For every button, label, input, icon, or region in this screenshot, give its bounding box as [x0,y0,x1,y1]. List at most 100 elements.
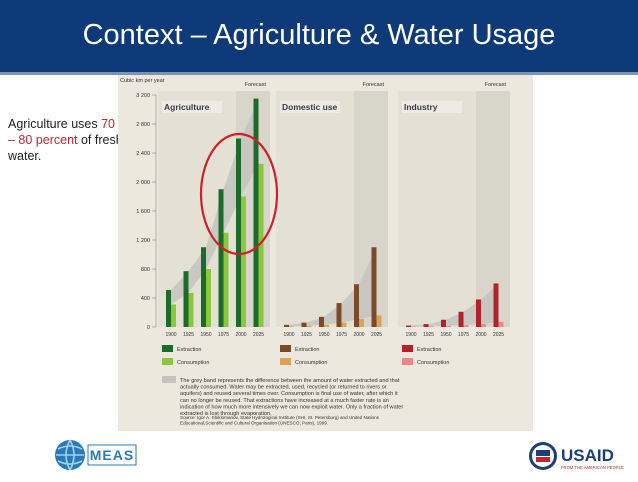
bar-consumption [481,324,486,327]
x-tick-label: 2000 [235,332,246,338]
water-usage-chart: Cubic km per year 0 400 800 1 200 1 600 2 000 2… [118,75,533,431]
bar-extraction [406,326,411,327]
bar-extraction [284,325,289,327]
x-tick-label: 1950 [440,332,451,338]
x-tick-label: 1975 [458,332,469,338]
bar-consumption [324,325,329,327]
legend-swatch-consumption [402,358,413,365]
x-tick-label: 2000 [475,332,486,338]
legend-swatch-extraction [280,345,291,352]
bar-extraction [441,320,446,327]
y-tick-label: 3 200 [136,93,150,99]
legend-label-extraction: Extraction [417,347,441,353]
bar-extraction [476,299,481,327]
bar-extraction [254,99,259,327]
y-unit-label: Cubic km per year [120,78,165,84]
y-tick-label: 2 000 [136,180,150,186]
side-text-before: Agriculture uses [8,117,101,131]
bar-consumption [499,322,504,327]
title-bar: Context – Agriculture & Water Usage [0,0,638,75]
bar-consumption [446,326,451,327]
bar-consumption [224,233,229,327]
chart-legend: Extraction Consumption Extraction Consumpti… [162,345,449,366]
usaid-logo: USAID FROM THE AMERICAN PEOPLE [528,437,632,475]
bar-consumption [289,326,294,327]
bar-extraction [372,247,377,327]
x-tick-label: 1925 [423,332,434,338]
bar-consumption [206,269,211,327]
legend-label-extraction: Extraction [177,347,201,353]
y-tick-label: 0 [147,325,150,331]
x-tick-label: 1950 [200,332,211,338]
x-tick-label: 2025 [253,332,264,338]
chart-note-text: The grey band represents the difference … [180,378,403,417]
chart-panels: Forecast Agriculture 1900 1925 1950 1975 2000 2… [158,82,510,338]
bar-consumption [307,326,312,327]
bar-extraction [201,247,206,327]
bar-extraction [319,317,324,327]
y-tick-label: 800 [141,267,150,273]
forecast-label: Forecast [245,82,267,88]
bar-extraction [494,284,499,328]
y-tick-label: 1 600 [136,209,150,215]
legend-swatch-extraction [162,345,173,352]
legend-label-consumption: Consumption [177,360,209,366]
chart-source-text: Source: Igor A. Shiklomanov, State Hydro… [180,415,380,425]
x-tick-label: 2025 [371,332,382,338]
y-tick-label: 1 200 [136,238,150,244]
bar-extraction [166,290,171,327]
y-tick-label: 2 400 [136,151,150,157]
panel-title: Industry [404,102,438,112]
bar-consumption [241,197,246,328]
bar-consumption [171,305,176,327]
bar-extraction [354,284,359,327]
bar-consumption [189,293,194,327]
x-tick-label: 2000 [353,332,364,338]
usaid-logo-tagline: FROM THE AMERICAN PEOPLE [561,465,624,470]
side-text: Agriculture uses 70 – 80 percent of fres… [8,116,123,164]
panel-domestic-use: Forecast Domestic use 1900 1925 1950 1975 2000… [276,82,388,338]
legend-label-consumption: Consumption [417,360,449,366]
x-tick-label: 1950 [318,332,329,338]
y-tick-label: 400 [141,296,150,302]
bar-extraction [236,139,241,328]
panel-title: Agriculture [164,102,210,112]
usaid-logo-text: USAID [561,446,614,465]
slide-title: Context – Agriculture & Water Usage [0,19,638,52]
bar-extraction [184,271,189,327]
x-tick-label: 1900 [165,332,176,338]
y-tick-label: 2 800 [136,122,150,128]
panel-agriculture: Forecast Agriculture 1900 1925 1950 1975 2000 2… [158,82,270,338]
panel-industry: Forecast Industry 1900 1925 1950 1975 2000 2025 [398,82,510,338]
bar-consumption [464,325,469,327]
bar-consumption [342,323,347,327]
meas-logo-text: MEAS [90,447,134,463]
legend-label-extraction: Extraction [295,347,319,353]
x-tick-label: 1975 [218,332,229,338]
meas-logo: MEAS [52,433,140,477]
bar-extraction [424,324,429,327]
x-tick-label: 1925 [183,332,194,338]
legend-swatch-extraction [402,345,413,352]
bar-consumption [377,315,382,327]
bar-extraction [337,303,342,327]
x-tick-label: 2025 [493,332,504,338]
legend-swatch-consumption [162,358,173,365]
x-tick-label: 1975 [336,332,347,338]
x-tick-label: 1925 [301,332,312,338]
forecast-label: Forecast [363,82,385,88]
bar-extraction [219,189,224,327]
legend-label-consumption: Consumption [295,360,327,366]
legend-swatch-grey-band [162,376,176,383]
bar-consumption [429,326,434,327]
forecast-label: Forecast [485,82,507,88]
chart-panel: Cubic km per year 0 400 800 1 200 1 600 2 000 2… [118,75,533,431]
bar-extraction [459,312,464,327]
panel-title: Domestic use [282,102,338,112]
x-tick-label: 1900 [405,332,416,338]
legend-swatch-consumption [280,358,291,365]
bar-consumption [359,319,364,327]
chart-note: The grey band represents the difference … [162,376,403,425]
bar-extraction [302,323,307,327]
x-tick-label: 1900 [283,332,294,338]
